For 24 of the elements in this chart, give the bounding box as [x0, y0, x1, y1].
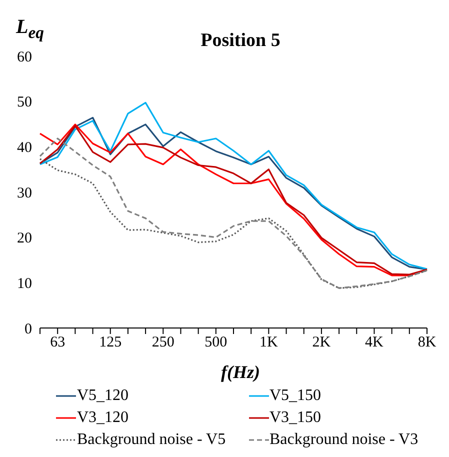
legend-label: V3_150 — [268, 409, 322, 427]
y-tick-label: 10 — [17, 276, 32, 292]
legend-label: V3_120 — [76, 409, 130, 427]
y-tick-label: 60 — [17, 49, 32, 66]
y-tick-label: 40 — [17, 140, 32, 156]
x-tick-label: 63 — [50, 334, 66, 351]
x-tick-label: 250 — [152, 334, 174, 351]
x-tick-label: 4K — [365, 334, 384, 351]
x-tick-label: 8K — [418, 334, 436, 351]
y-tick-label: 20 — [17, 230, 32, 247]
x-tick-label: 125 — [99, 334, 122, 351]
x-tick-label: 2K — [312, 334, 331, 351]
x-tick-label: 500 — [204, 334, 228, 351]
legend-label: V5_120 — [76, 387, 130, 405]
legend-label: Background noise - V3 — [268, 431, 420, 449]
x-axis-title: f(Hz) — [221, 362, 260, 382]
y-tick-label: 50 — [17, 94, 32, 111]
x-tick-label: 1K — [260, 334, 278, 351]
chart-title: Position 5 — [200, 30, 280, 51]
legend-label: V5_150 — [268, 387, 322, 405]
y-axis-title: L$_{eq}$ — [16, 16, 44, 42]
y-tick-label: 0 — [24, 321, 32, 338]
legend-label: Background noise - V5 — [76, 431, 227, 449]
y-tick-label: 30 — [17, 185, 32, 202]
